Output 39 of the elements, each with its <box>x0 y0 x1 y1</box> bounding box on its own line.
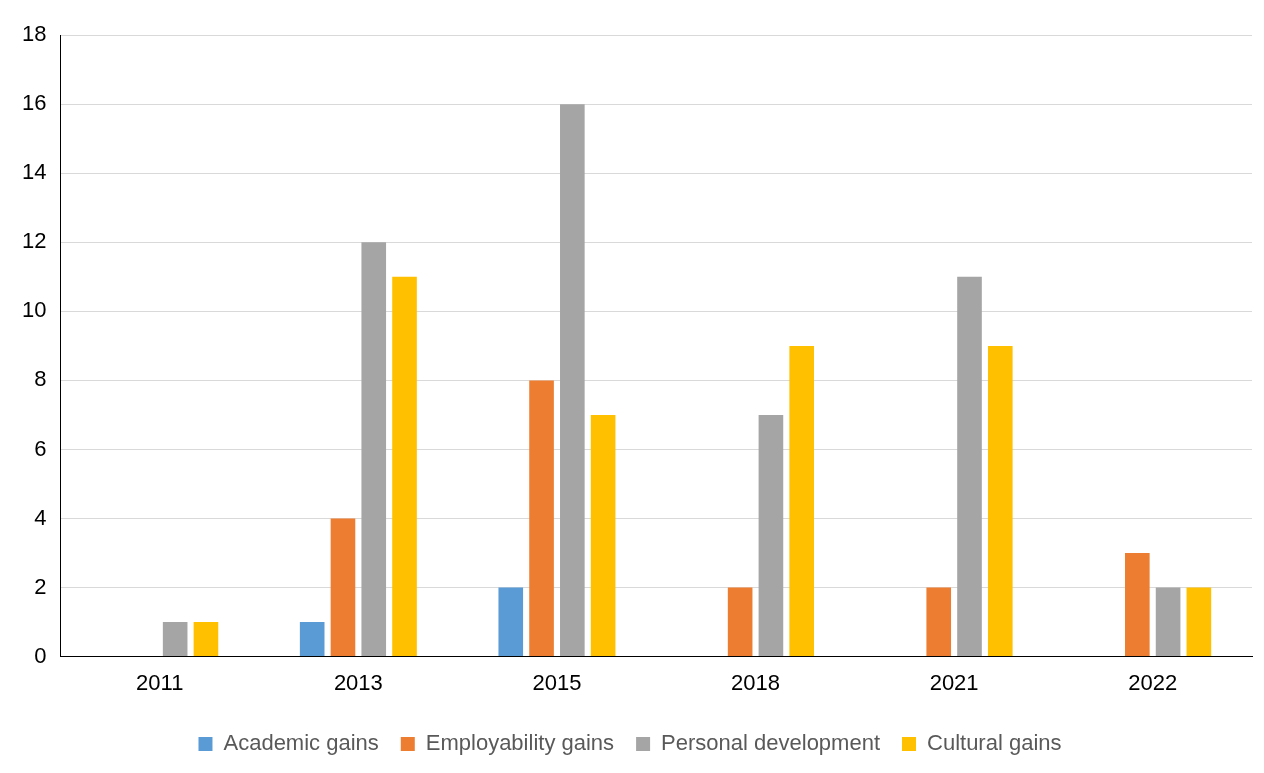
y-tick-label: 4 <box>34 504 47 530</box>
bar <box>590 414 616 657</box>
x-tick-label: 2013 <box>333 669 383 695</box>
x-tick-label: 2018 <box>731 669 781 695</box>
bar <box>1125 553 1150 657</box>
y-tick-label: 12 <box>21 228 47 254</box>
bar <box>789 345 815 657</box>
bar <box>299 622 325 657</box>
bar <box>498 587 524 657</box>
y-tick-label: 10 <box>21 297 47 323</box>
bar <box>330 518 356 657</box>
y-tick-label: 8 <box>34 366 47 392</box>
bar <box>727 587 753 657</box>
legend-label: Employability gains <box>425 730 615 756</box>
bar <box>529 380 554 657</box>
legend-label: Personal development <box>661 730 881 756</box>
y-tick-label: 18 <box>21 21 47 47</box>
x-tick-label: 2021 <box>929 669 979 695</box>
y-tick-label: 2 <box>34 573 47 599</box>
x-tick-label: 2011 <box>136 669 184 695</box>
bar <box>193 622 219 657</box>
bar <box>162 622 188 657</box>
x-tick-label: 2022 <box>1128 669 1178 695</box>
bar <box>926 587 952 657</box>
bar <box>957 276 982 657</box>
bar <box>392 276 417 657</box>
y-tick-label: 6 <box>34 435 47 461</box>
legend-label: Academic gains <box>223 730 379 756</box>
y-tick-label: 14 <box>21 159 47 185</box>
bar <box>361 242 387 657</box>
bar <box>1155 587 1181 657</box>
bar <box>560 104 585 657</box>
bar <box>1186 587 1212 657</box>
y-tick-label: 16 <box>21 90 47 116</box>
y-tick-label: 0 <box>34 642 47 668</box>
x-tick-label: 2015 <box>532 669 582 695</box>
legend-label: Cultural gains <box>927 730 1062 756</box>
bar <box>758 414 784 657</box>
bar <box>987 345 1013 657</box>
